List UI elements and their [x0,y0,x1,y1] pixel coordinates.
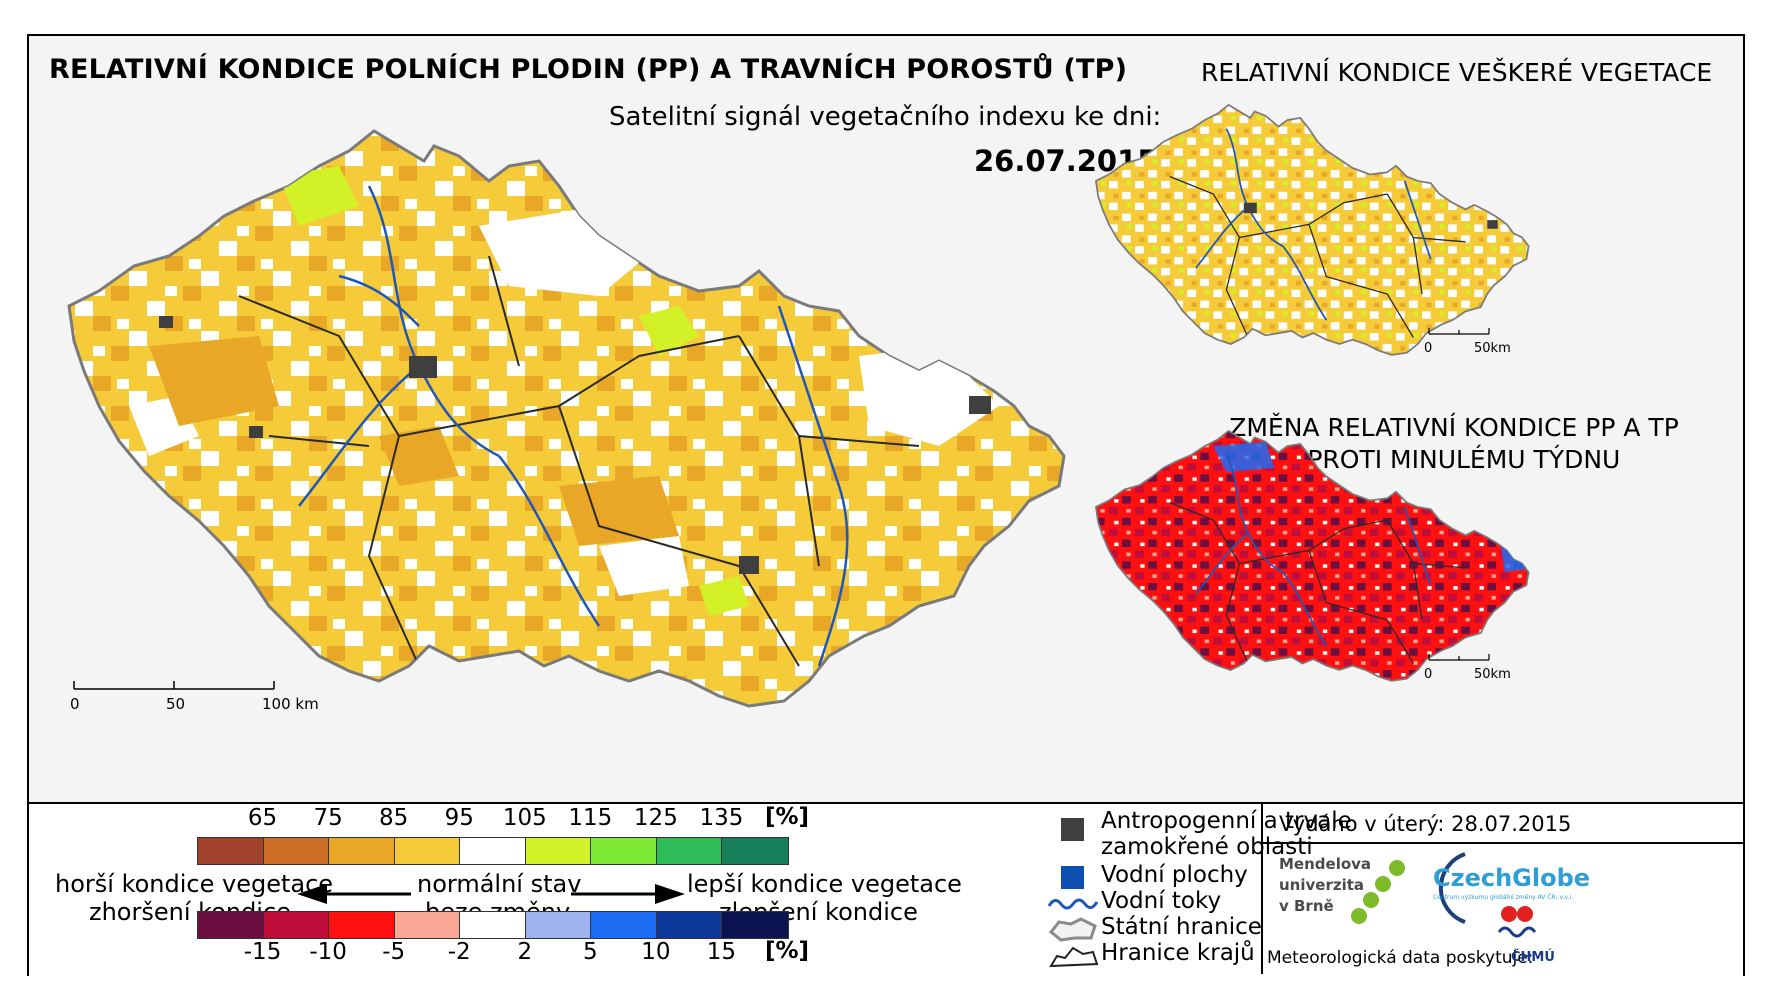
legend-divider-2 [1263,842,1743,844]
veg-scale-0: 0 [1424,341,1432,356]
colorbar-cell [722,912,788,938]
colorbar-tick-label: 115 [568,805,613,831]
colorbar-tick-label: 105 [502,805,547,831]
colorbar-cell [329,912,395,938]
colorbar-cell [263,838,330,864]
colorbar-tick-label: 95 [444,805,474,831]
light-green-areas [279,166,749,616]
vegetation-scale-bar: 0 50km [1424,328,1511,356]
worse-condition-label: horší kondice vegetace [55,870,334,898]
legend-water-bodies: Vodní plochy [1101,862,1248,888]
chmu-label: ČHMÚ [1511,950,1555,965]
colorbar-cell [460,838,526,864]
legend-region-border: Hranice krajů [1101,940,1255,966]
mendel-dots-icon [1351,860,1405,924]
mendel-university-logo: Mendelova univerzita v Brně [1279,854,1371,917]
mendel-line-1: Mendelova [1279,855,1372,873]
colorbar-tick-label: -5 [382,939,406,965]
colorbar-tick-label: 135 [699,805,744,831]
colorbar-cell [591,912,657,938]
colorbar-cell [591,838,657,864]
white-areas [129,206,999,596]
main-title: RELATIVNÍ KONDICE POLNÍCH PLODIN (PP) A … [49,54,1128,85]
issued-date: Vydáno v úterý: 28.07.2015 [1279,812,1572,836]
legend-rivers: Vodní toky [1101,888,1222,914]
subtitle: Satelitní signál vegetačního indexu ke d… [609,102,1162,132]
scale-tick-100: 100 km [262,695,319,713]
arrow-right-icon [571,884,685,904]
anthropogenic-area-icon [1061,818,1084,841]
legend-anthropogenic-2: zamokřené oblasti [1101,834,1313,860]
condition-ticks: 65 75 85 95 105 115 125 135 [29,805,929,833]
change-scale-50: 50km [1474,667,1511,682]
arrow-left-icon [297,884,411,904]
veg-scale-50: 50km [1474,341,1511,356]
change-ticks: -15 -10 -5 -2 2 5 10 15 [29,939,929,967]
main-map-overlays [129,166,999,667]
colorbar-tick-label: 15 [706,939,737,965]
river-icon [1047,898,1099,910]
condition-colorbar [197,837,789,865]
better-condition-label: lepší kondice vegetace [687,870,962,898]
colorbar-tick-label: -15 [243,939,282,965]
legend-anthropogenic-1: Antropogenní a trvale [1101,808,1352,834]
colorbar-tick-label: -10 [309,939,347,965]
change-title-line2: OPROTI MINULÉMU TÝDNU [1287,445,1621,474]
state-border-icon [1048,917,1097,942]
colorbar-cell [329,838,395,864]
change-unit: [%] [765,938,810,964]
change-scale-bar: 0 50km [1424,654,1511,682]
czechglobe-logo: CzechGlobe [1433,864,1591,892]
condition-unit: [%] [765,804,810,830]
meteo-data-note: Meteorologická data poskytuje: [1267,948,1534,968]
czechglobe-arc-icon [1438,852,1466,924]
colorbar-tick-label: -2 [447,939,471,965]
colorbar-cell [656,912,723,938]
normal-label: normální stav [417,870,582,898]
change-title-line1: ZMĚNA RELATIVNÍ KONDICE PP A TP [1229,413,1679,442]
legend-state-border: Státní hranice [1101,914,1262,940]
right-map-title: RELATIVNÍ KONDICE VEŠKERÉ VEGETACE [1201,58,1713,87]
region-borders [238,255,920,667]
water-body-icon [1061,866,1084,889]
colorbar-cell [394,838,461,864]
scale-tick-50: 50 [166,695,185,713]
main-condition-map: 0 50 100 km [67,129,1066,713]
colorbar-cell [198,912,264,938]
mendel-line-3: v Brně [1279,897,1334,915]
change-colorbar [197,911,789,939]
change-map [1095,429,1530,682]
colorbar-tick-label: 75 [313,805,343,831]
mendel-line-2: univerzita [1279,876,1365,894]
colorbar-cell [394,912,461,938]
scale-tick-0: 0 [70,695,80,713]
change-scale-0: 0 [1424,667,1432,682]
colorbar-tick-label: 85 [379,805,409,831]
colorbar-cell [722,838,788,864]
map-frame: RELATIVNÍ KONDICE POLNÍCH PLODIN (PP) A … [27,34,1745,976]
colorbar-cell [460,912,526,938]
colorbar-tick-label: 5 [583,939,598,965]
colorbar-cell [263,912,330,938]
colorbar-tick-label: 2 [517,939,533,965]
colorbar-tick-label: 65 [247,805,278,831]
colorbar-cell [198,838,264,864]
colorbar-cell [525,912,592,938]
change-map-title: ZMĚNA RELATIVNÍ KONDICE PP A TP OPROTI M… [1194,412,1714,476]
colorbar-tick-label: 10 [641,939,671,965]
region-border-icon [1049,946,1099,968]
czech-outline-vegetation [1095,103,1530,356]
main-scale-bar: 0 50 100 km [70,681,319,713]
colorbar-cell [656,838,723,864]
chmu-logo-icon [1497,906,1537,938]
colorbar-cell [525,838,592,864]
dark-orange-areas [149,336,679,546]
colorbar-tick-label: 125 [633,805,678,831]
legend-divider-1 [1261,802,1263,974]
czech-outline-change [1095,429,1530,682]
czechglobe-subtitle: Centrum výzkumu globální změny AV ČR, v.… [1433,894,1574,901]
vegetation-map [1095,103,1530,356]
czech-outline-main [67,129,1066,708]
